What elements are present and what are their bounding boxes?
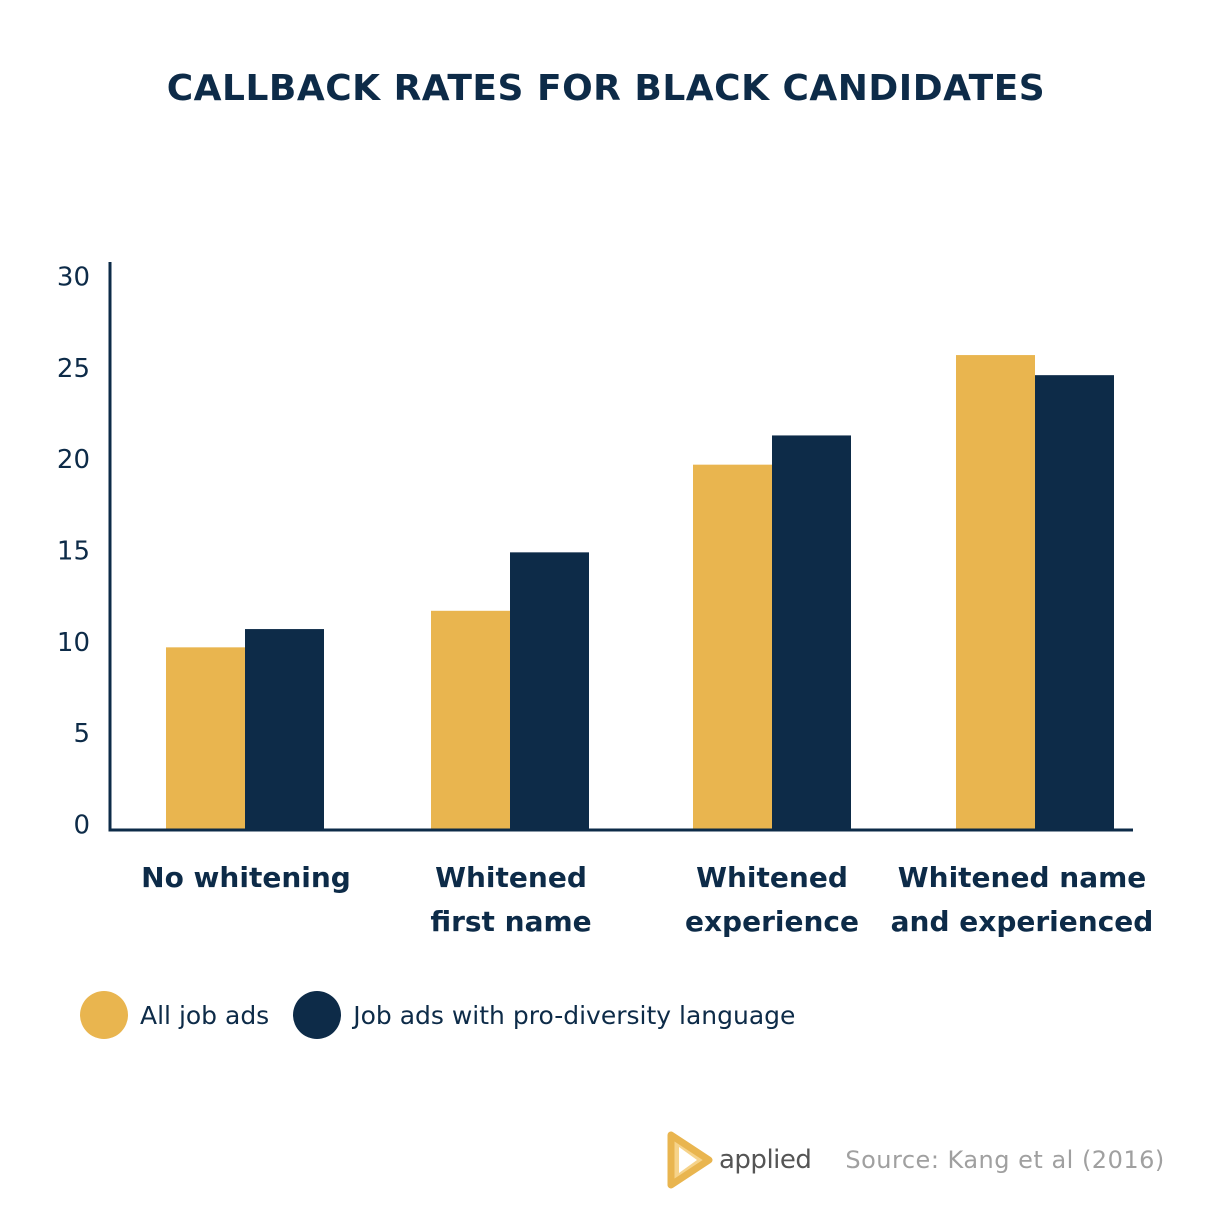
bar-whitened-experience-all-job-ads [693,464,772,830]
y-axis-ticks: 0 5 10 15 20 25 30 [57,263,90,841]
y-tick-label-0: 0 [73,811,90,841]
category-label-line: Whitened [696,861,848,894]
chart-title: CALLBACK RATES FOR BLACK CANDIDATES [166,68,1046,109]
category-label-whitened-first-name: Whitened first name [371,856,651,944]
bar-no-whitening-all-job-ads [166,647,245,830]
bar-whitened-experience-job-ads-with-pro-diversity-language [772,435,851,830]
legend-label-pro-diversity: Job ads with pro-diversity language [353,1000,796,1030]
legend: All job ads Job ads with pro-diversity l… [80,990,819,1040]
y-tick-label-10: 10 [57,628,90,658]
source-note: Source: Kang et al (2016) [845,1146,1165,1174]
bar-whitened-first-name-job-ads-with-pro-diversity-language [510,552,589,830]
bar-no-whitening-job-ads-with-pro-diversity-language [245,629,324,830]
category-label-whitened-experience: Whitened experience [632,856,912,944]
y-tick-label-30: 30 [57,263,90,293]
y-tick-label-20: 20 [57,445,90,475]
category-label-whitened-name-and-experienced: Whitened name and experienced [882,856,1162,944]
category-label-line: first name [430,905,592,938]
legend-swatch-pro-diversity [293,991,342,1039]
footer: applied Source: Kang et al (2016) [665,1130,1165,1190]
legend-item-pro-diversity: Job ads with pro-diversity language [293,991,795,1039]
play-triangle-logo-icon [667,1131,713,1189]
bar-whitened-name-and-experienced-job-ads-with-pro-diversity-language [1035,375,1114,830]
category-label-no-whitening: No whitening [106,856,386,900]
logo-text: applied [719,1145,812,1175]
y-tick-label-25: 25 [57,354,90,384]
category-label-line: No whitening [141,861,351,894]
applied-logo: applied [665,1131,812,1189]
y-tick-label-15: 15 [57,537,90,567]
category-label-line: experience [684,905,859,938]
legend-label-all-job-ads: All job ads [140,1000,270,1030]
bar-whitened-first-name-all-job-ads [431,610,510,830]
y-tick-label-5: 5 [73,719,90,749]
category-label-line: Whitened [435,861,587,894]
bar-whitened-name-and-experienced-all-job-ads [956,355,1035,830]
legend-item-all-job-ads: All job ads [80,991,269,1039]
category-label-line: and experienced [890,905,1154,938]
category-label-line: Whitened name [897,861,1147,894]
bars-group [166,355,1114,830]
legend-swatch-all-job-ads [80,991,128,1039]
